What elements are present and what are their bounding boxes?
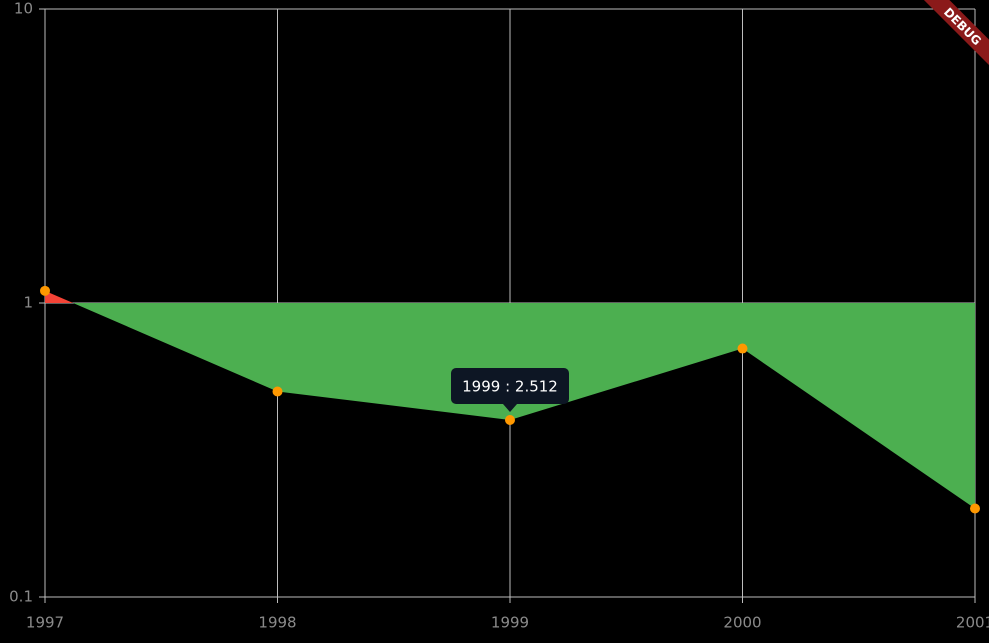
data-point (505, 414, 515, 425)
tooltip-text: 1999 : 2.512 (462, 377, 558, 395)
data-point (272, 386, 283, 397)
data-point (40, 285, 50, 296)
y-tick-label: 1 (23, 294, 33, 312)
x-tick-label: 2001 (956, 614, 989, 632)
x-tick-label: 2000 (723, 614, 761, 632)
x-tick-label: 1998 (258, 614, 296, 632)
y-tick-label: 0.1 (9, 588, 33, 606)
debug-ribbon (914, 0, 989, 75)
tooltip-arrow (503, 403, 517, 412)
tooltip-box (451, 367, 569, 404)
data-point (970, 503, 980, 514)
data-point (737, 343, 748, 354)
x-tick-label: 1999 (491, 614, 529, 632)
x-tick-label: 1997 (26, 614, 64, 632)
y-tick-label: 10 (14, 0, 33, 18)
